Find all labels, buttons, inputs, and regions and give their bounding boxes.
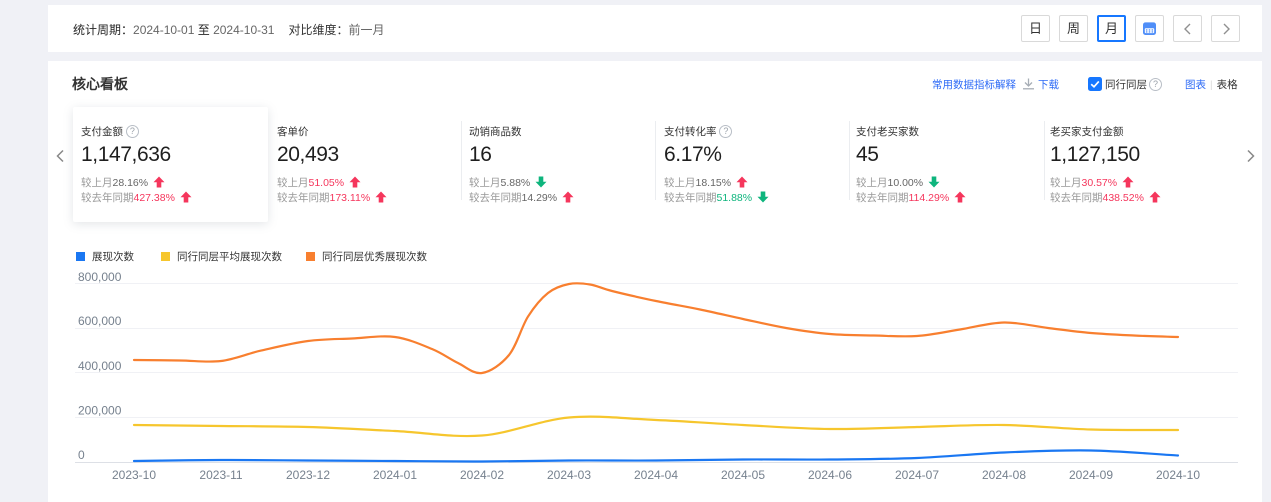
svg-text:2024-08: 2024-08 xyxy=(982,468,1026,482)
svg-text:2024-04: 2024-04 xyxy=(634,468,678,482)
svg-text:2024-07: 2024-07 xyxy=(895,468,939,482)
svg-text:0: 0 xyxy=(78,448,85,462)
svg-text:400,000: 400,000 xyxy=(78,359,122,373)
svg-text:2024-06: 2024-06 xyxy=(808,468,852,482)
svg-text:200,000: 200,000 xyxy=(78,404,122,418)
svg-text:2024-10: 2024-10 xyxy=(1156,468,1200,482)
svg-text:2024-01: 2024-01 xyxy=(373,468,417,482)
svg-text:2024-03: 2024-03 xyxy=(547,468,591,482)
svg-text:2024-09: 2024-09 xyxy=(1069,468,1113,482)
svg-text:2024-05: 2024-05 xyxy=(721,468,765,482)
svg-text:2023-12: 2023-12 xyxy=(286,468,330,482)
svg-text:2024-02: 2024-02 xyxy=(460,468,504,482)
svg-text:600,000: 600,000 xyxy=(78,314,122,328)
svg-text:800,000: 800,000 xyxy=(78,270,122,284)
svg-text:2023-10: 2023-10 xyxy=(112,468,156,482)
svg-text:2023-11: 2023-11 xyxy=(199,468,242,482)
